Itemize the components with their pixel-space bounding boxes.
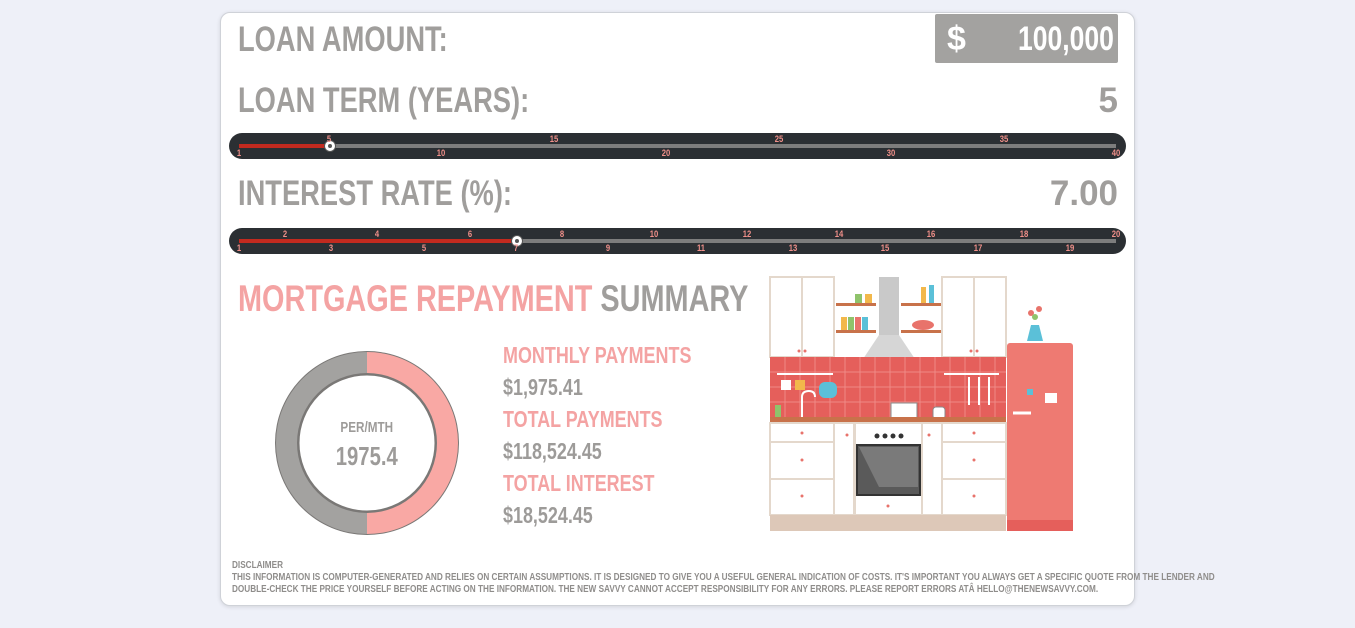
slider-handle[interactable] bbox=[323, 140, 336, 152]
slider-tick-label: 3 bbox=[329, 243, 334, 253]
total-payments-label: TOTAL PAYMENTS bbox=[503, 406, 707, 432]
slider-tick-label: 5 bbox=[421, 243, 426, 253]
slider-tick-label: 30 bbox=[886, 148, 896, 158]
slider-tick-label: 9 bbox=[606, 243, 611, 253]
slider-tick-label: 1 bbox=[236, 148, 242, 158]
total-payments-value: $118,524.45 bbox=[503, 438, 630, 464]
summary-heading-grey: SUMMARY bbox=[600, 278, 749, 319]
donut-label-text: PER/MTH bbox=[340, 419, 394, 436]
loan-amount-label: LOAN AMOUNT: bbox=[238, 20, 507, 60]
disclaimer-line-1: THIS INFORMATION IS COMPUTER-GENERATED A… bbox=[232, 572, 1215, 583]
total-payments-value-text: $118,524.45 bbox=[503, 438, 602, 464]
slider-tick-label: 15 bbox=[549, 134, 559, 144]
slider-tick-label: 6 bbox=[467, 229, 472, 239]
slider-tick-label: 10 bbox=[650, 229, 659, 239]
slider-tick-label: 7 bbox=[513, 243, 519, 253]
slider-tick-label: 13 bbox=[788, 243, 798, 253]
slider-tick-label: 15 bbox=[880, 243, 890, 253]
summary-heading: MORTGAGE REPAYMENT SUMMARY bbox=[238, 278, 892, 320]
payment-donut-chart bbox=[275, 351, 459, 535]
slider-track bbox=[239, 239, 1116, 243]
donut-segment-principal bbox=[275, 352, 367, 534]
loan-amount-value[interactable]: 100,000 bbox=[991, 19, 1114, 59]
loan-term-value: 5 bbox=[1098, 81, 1118, 120]
loan-amount-value-text: 100,000 bbox=[1018, 20, 1114, 58]
total-payments-label-text: TOTAL PAYMENTS bbox=[503, 406, 663, 432]
slider-tick-label: 19 bbox=[1065, 243, 1075, 253]
loan-amount-input[interactable]: $ 100,000 bbox=[935, 14, 1118, 63]
donut-value: 1975.4 bbox=[274, 441, 460, 472]
loan-term-label: LOAN TERM (YEARS): bbox=[238, 81, 611, 121]
loan-term-slider[interactable]: 5 15 25 35 1 10 20 30 40 bbox=[229, 133, 1126, 159]
slider-tick-label: 10 bbox=[437, 148, 446, 158]
slider-tick-label: 40 bbox=[1111, 148, 1121, 158]
summary-heading-pink: MORTGAGE REPAYMENT bbox=[238, 278, 593, 319]
total-interest-label: TOTAL INTEREST bbox=[503, 470, 697, 496]
total-interest-label-text: TOTAL INTEREST bbox=[503, 470, 655, 496]
disclaimer-line-2: DOUBLE-CHECK THE PRICE YOURSELF BEFORE A… bbox=[232, 584, 1099, 595]
slider-tick-label: 18 bbox=[1019, 229, 1028, 239]
slider-tick-label: 16 bbox=[927, 229, 936, 239]
monthly-payments-value: $1,975.41 bbox=[503, 374, 605, 400]
currency-symbol: $ bbox=[947, 20, 966, 58]
total-interest-value: $18,524.45 bbox=[503, 502, 618, 528]
slider-tick-label: 4 bbox=[375, 229, 380, 239]
interest-rate-label-text: INTEREST RATE (%): bbox=[238, 174, 513, 213]
slider-tick-label: 25 bbox=[774, 134, 783, 144]
total-interest-value-text: $18,524.45 bbox=[503, 502, 593, 528]
slider-tick-label: 35 bbox=[999, 134, 1008, 144]
monthly-payments-value-text: $1,975.41 bbox=[503, 374, 583, 400]
interest-rate-label: INTEREST RATE (%): bbox=[238, 174, 589, 214]
slider-track bbox=[239, 144, 1116, 148]
slider-fill bbox=[239, 144, 329, 148]
monthly-payments-label: MONTHLY PAYMENTS bbox=[503, 342, 745, 368]
loan-amount-label-text: LOAN AMOUNT: bbox=[238, 20, 448, 59]
slider-tick-label: 20 bbox=[1111, 229, 1121, 239]
interest-rate-slider[interactable]: 2 4 6 8 10 12 14 16 18 20 1 3 5 7 9 11 13 15 17 19 bbox=[229, 228, 1126, 254]
slider-tick-label: 8 bbox=[559, 229, 565, 239]
slider-tick-label: 20 bbox=[661, 148, 671, 158]
donut-value-text: 1975.4 bbox=[335, 441, 399, 471]
slider-tick-label: 14 bbox=[834, 229, 844, 239]
slider-tick-label: 17 bbox=[973, 243, 982, 253]
disclaimer: DISCLAIMER THIS INFORMATION IS COMPUTER-… bbox=[232, 560, 1215, 596]
slider-tick-label: 12 bbox=[742, 229, 751, 239]
interest-rate-value: 7.00 bbox=[1049, 174, 1118, 213]
donut-label: PER/MTH bbox=[274, 419, 460, 436]
slider-tick-label: 2 bbox=[283, 229, 288, 239]
slider-tick-label: 1 bbox=[236, 243, 242, 253]
disclaimer-title: DISCLAIMER bbox=[232, 560, 284, 571]
mortgage-calculator-card: LOAN AMOUNT: $ 100,000 LOAN TERM (YEARS)… bbox=[220, 12, 1215, 606]
kitchen-illustration bbox=[769, 275, 1074, 533]
slider-tick-label: 11 bbox=[696, 243, 705, 253]
slider-fill bbox=[239, 239, 516, 243]
slider-handle[interactable] bbox=[510, 235, 523, 247]
loan-term-label-text: LOAN TERM (YEARS): bbox=[238, 81, 530, 120]
monthly-payments-label-text: MONTHLY PAYMENTS bbox=[503, 342, 692, 368]
slider-tick-label: 5 bbox=[326, 134, 332, 144]
donut-segment-interest bbox=[367, 352, 458, 534]
donut-hole bbox=[298, 374, 436, 512]
